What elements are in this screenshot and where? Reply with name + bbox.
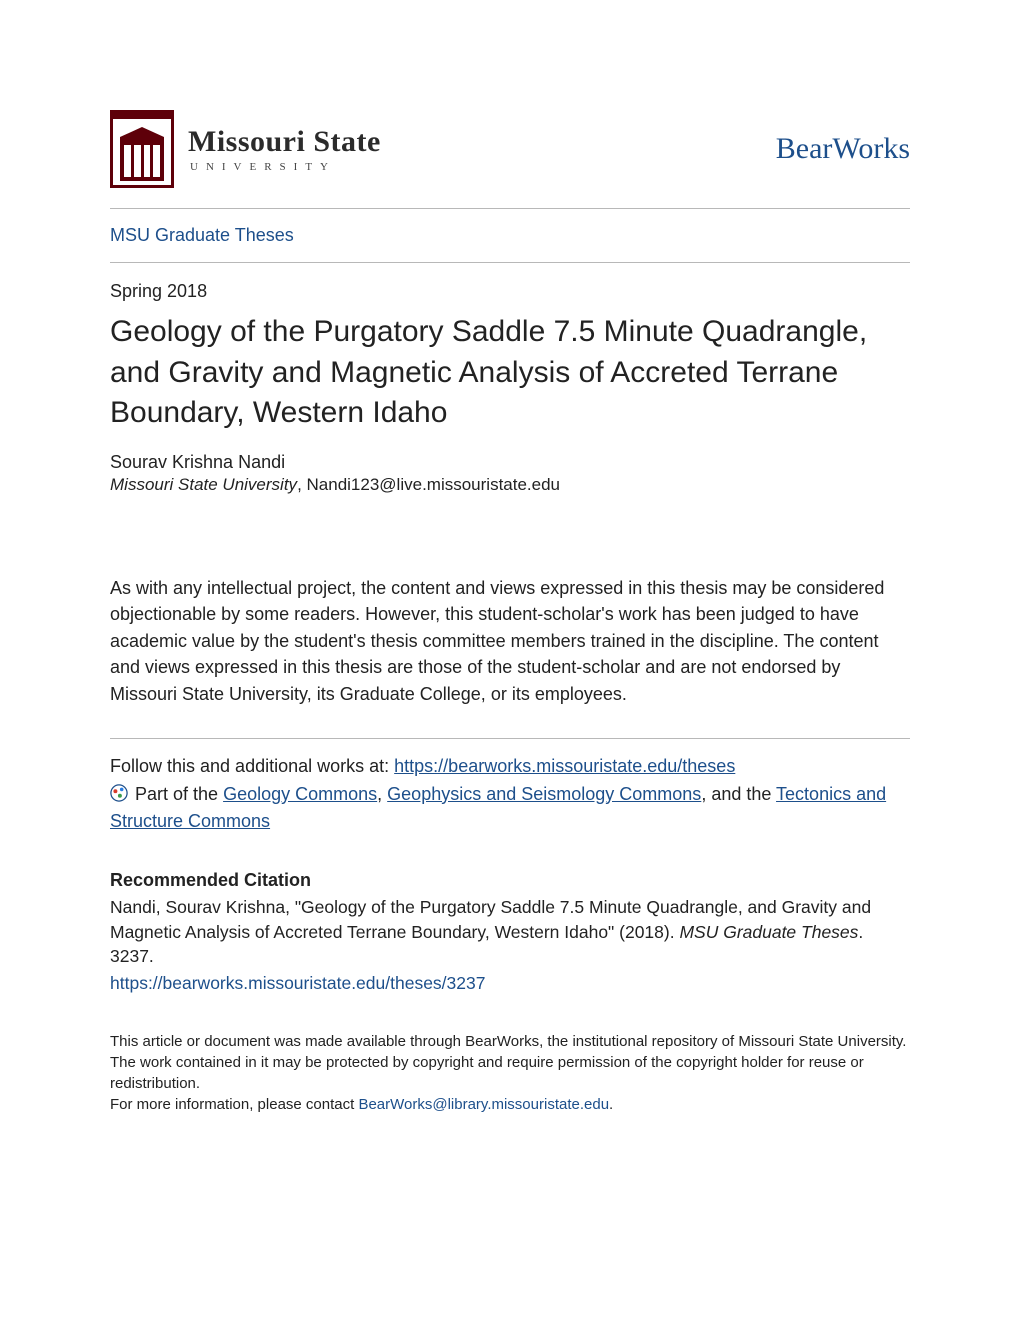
footer-note: This article or document was made availa… [110, 1031, 910, 1115]
contact-email[interactable]: BearWorks@library.missouristate.edu [358, 1096, 609, 1113]
author-email: Nandi123@live.missouristate.edu [307, 475, 561, 494]
recommended-citation: Nandi, Sourav Krishna, "Geology of the P… [110, 895, 910, 995]
follow-block: Follow this and additional works at: htt… [110, 739, 910, 837]
commons-link-1[interactable]: Geophysics and Seismology Commons [387, 784, 701, 804]
author-affiliation: Missouri State University, Nandi123@live… [110, 475, 910, 495]
logo-subtitle: UNIVERSITY [190, 161, 381, 173]
author-name: Sourav Krishna Nandi [110, 452, 910, 473]
part-of-line: Part of the Geology Commons, Geophysics … [110, 781, 910, 837]
document-title: Geology of the Purgatory Saddle 7.5 Minu… [110, 312, 910, 434]
publication-date: Spring 2018 [110, 281, 910, 302]
citation-url[interactable]: https://bearworks.missouristate.edu/thes… [110, 971, 910, 996]
network-icon [110, 784, 128, 802]
commons-link-0[interactable]: Geology Commons [223, 784, 377, 804]
disclaimer-text: As with any intellectual project, the co… [110, 575, 910, 708]
follow-line: Follow this and additional works at: htt… [110, 753, 910, 781]
repository-link[interactable]: BearWorks [776, 132, 910, 166]
institution-logo[interactable]: Missouri State UNIVERSITY [110, 110, 381, 188]
page-header: Missouri State UNIVERSITY BearWorks [110, 110, 910, 188]
breadcrumb-link[interactable]: MSU Graduate Theses [110, 225, 294, 245]
contact-suffix: . [609, 1096, 613, 1113]
logo-mark-icon [110, 110, 174, 188]
follow-prefix: Follow this and additional works at: [110, 756, 394, 776]
contact-prefix: For more information, please contact [110, 1096, 358, 1113]
author-institution: Missouri State University [110, 475, 297, 494]
footer-text: This article or document was made availa… [110, 1033, 906, 1092]
part-of-prefix: Part of the [135, 784, 223, 804]
recommended-citation-heading: Recommended Citation [110, 870, 910, 891]
citation-series: MSU Graduate Theses [679, 922, 858, 942]
logo-wordmark: Missouri State UNIVERSITY [188, 125, 381, 173]
follow-url[interactable]: https://bearworks.missouristate.edu/thes… [394, 756, 735, 776]
divider [110, 262, 910, 263]
logo-name: Missouri State [188, 125, 381, 159]
breadcrumb: MSU Graduate Theses [110, 209, 910, 262]
